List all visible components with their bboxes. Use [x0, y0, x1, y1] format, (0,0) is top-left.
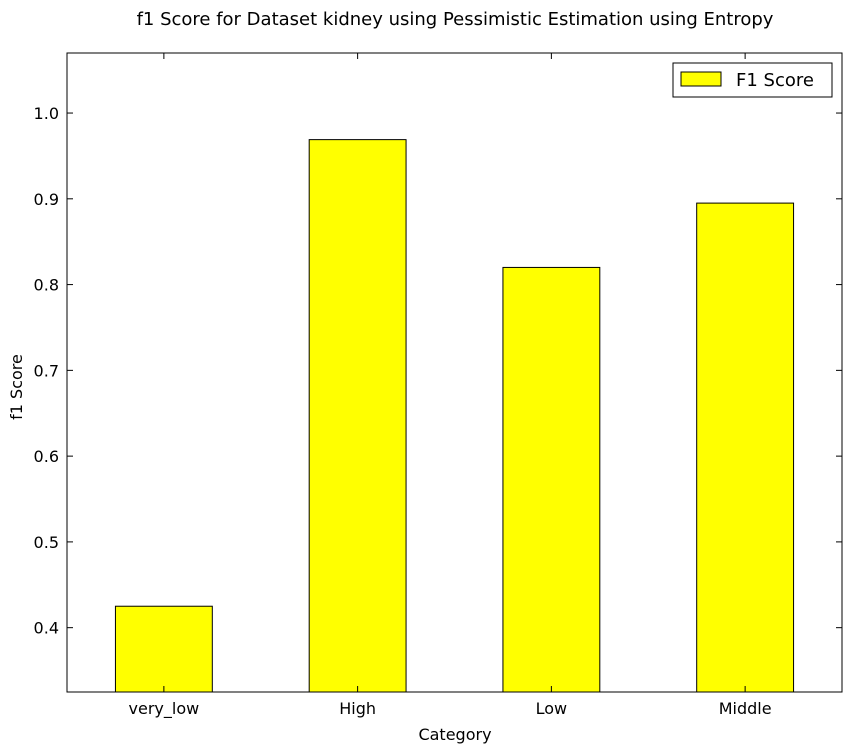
bar-Middle — [696, 202, 795, 693]
x-tick-label: Low — [536, 699, 568, 718]
y-tick-label: 0.7 — [34, 361, 59, 380]
y-tick-label: 0.4 — [34, 619, 59, 638]
bar-High — [308, 139, 407, 693]
y-tick-label: 0.6 — [34, 447, 59, 466]
bar-Low — [502, 266, 601, 693]
x-tick-label: High — [339, 699, 376, 718]
x-axis-label: Category — [418, 725, 491, 744]
y-tick-label: 1.0 — [34, 104, 59, 123]
legend: F1 Score — [672, 62, 833, 98]
plot-frame — [66, 52, 843, 693]
legend-swatch — [680, 71, 722, 87]
x-tick-label: Middle — [719, 699, 772, 718]
y-tick-label: 0.9 — [34, 190, 59, 209]
y-axis-label: f1 Score — [7, 354, 26, 420]
legend-label: F1 Score — [736, 70, 814, 91]
bars-group — [114, 139, 795, 693]
chart-title: f1 Score for Dataset kidney using Pessim… — [137, 9, 774, 30]
y-tick-label: 0.8 — [34, 276, 59, 295]
y-tick-label: 0.5 — [34, 533, 59, 552]
x-tick-label: very_low — [129, 699, 200, 719]
ticks-group: very_low High Low Middle 0.4 0.5 0.6 0.7 0.8 0.9 1… — [34, 53, 842, 719]
bar-very_low — [114, 605, 213, 693]
